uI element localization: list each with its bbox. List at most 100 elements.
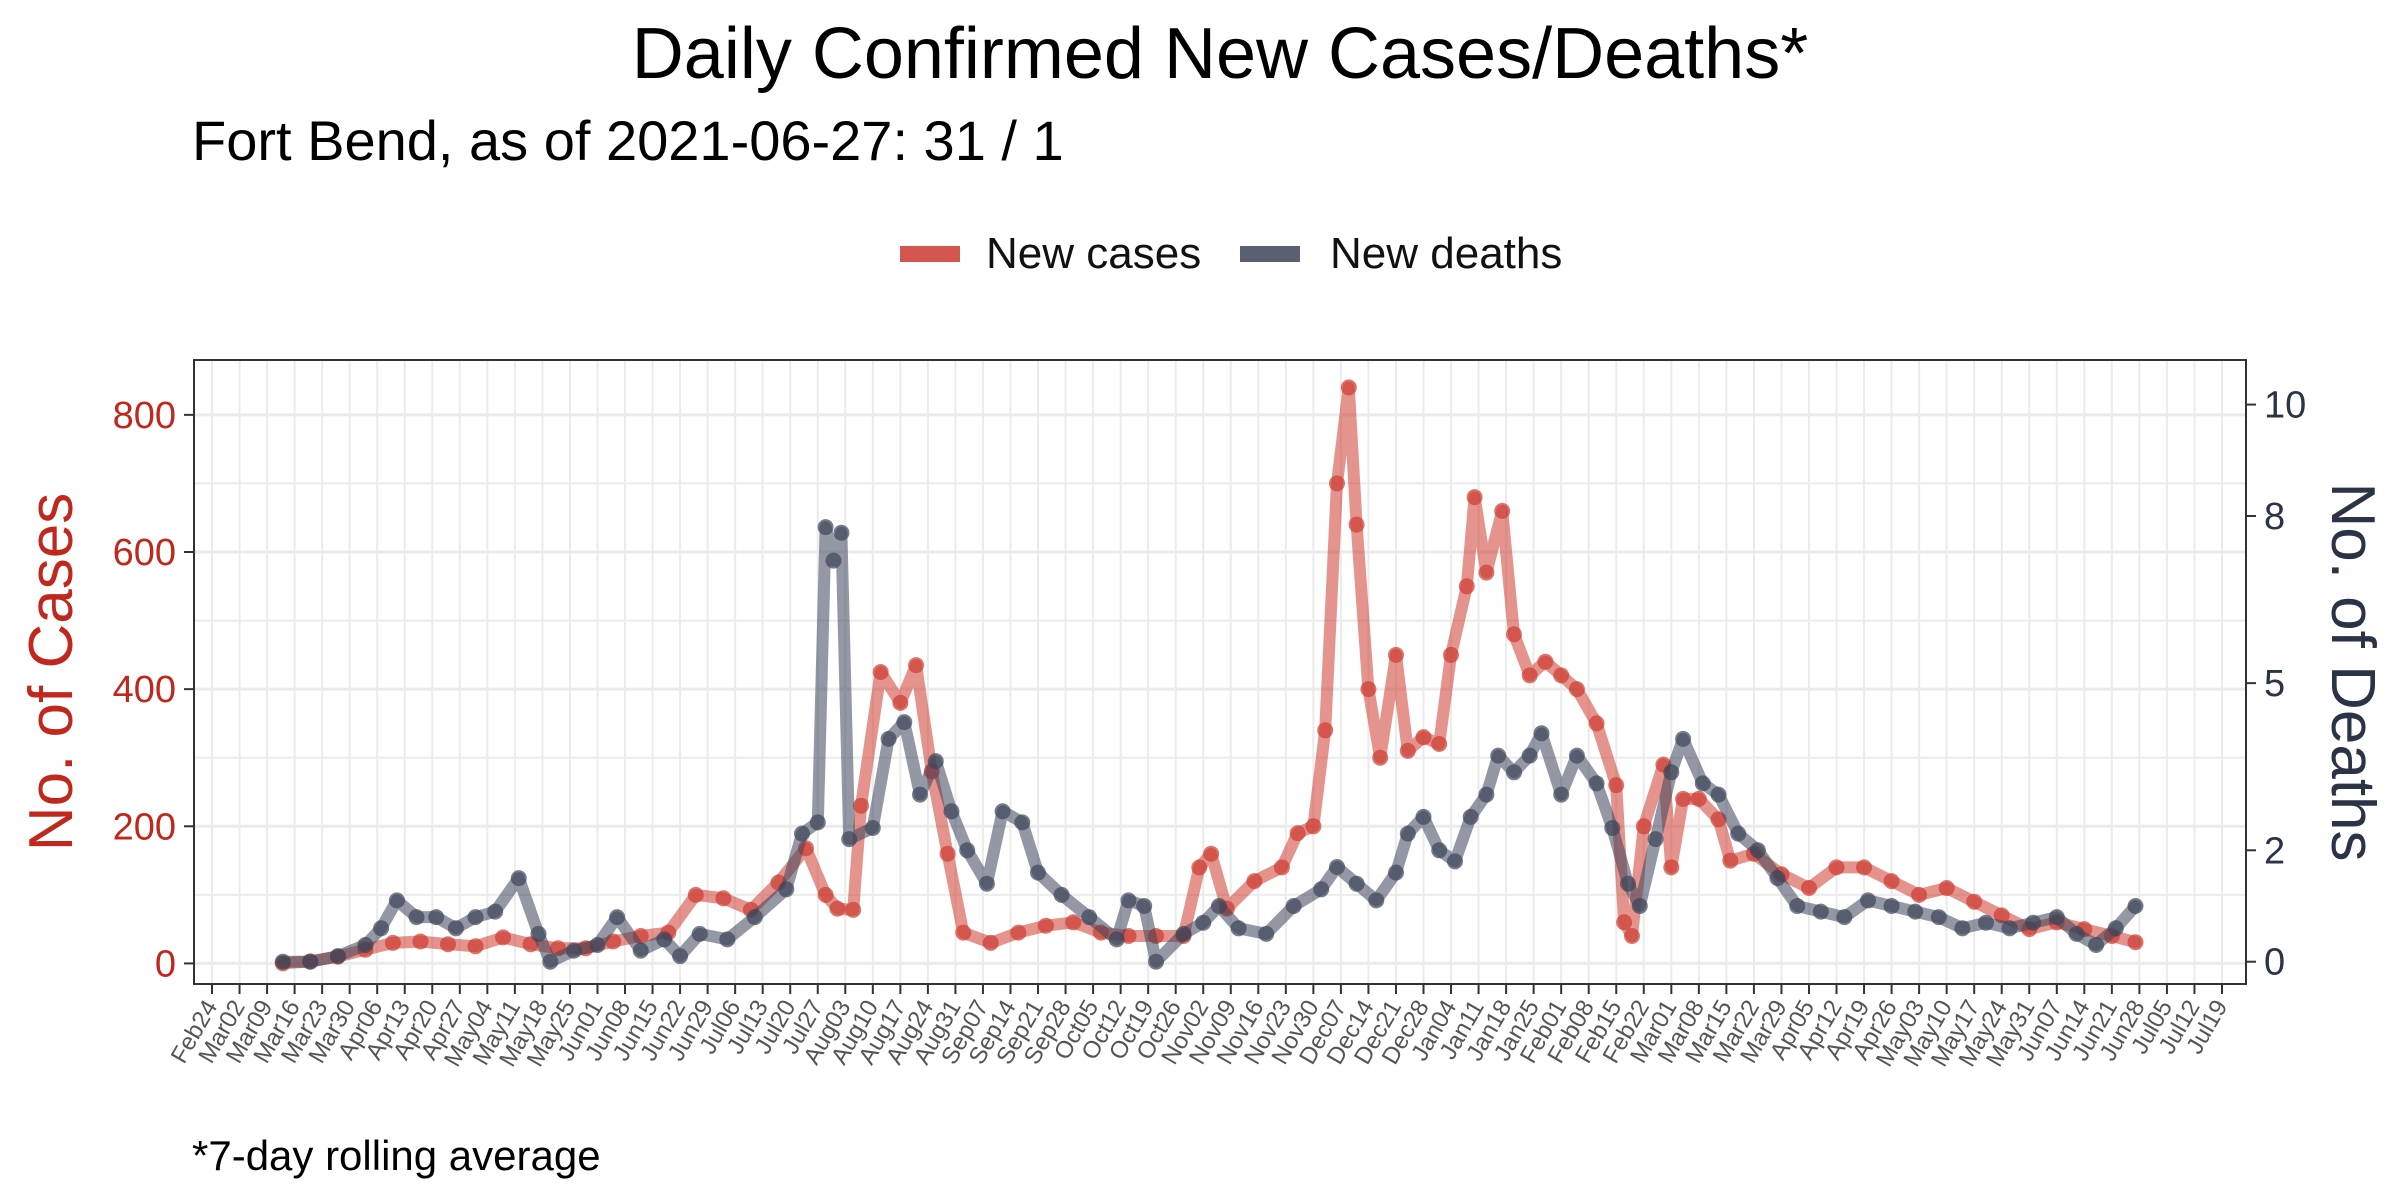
data-point-cases: [817, 886, 834, 903]
data-point-deaths: [1462, 808, 1479, 825]
data-point-deaths: [719, 931, 736, 948]
data-point-deaths: [565, 942, 582, 959]
data-point-cases: [1246, 873, 1263, 890]
data-point-deaths: [864, 820, 881, 836]
data-point-deaths: [1694, 775, 1711, 792]
data-point-cases: [1305, 818, 1322, 835]
data-point-deaths: [1749, 842, 1766, 859]
data-point-deaths: [1506, 764, 1522, 781]
legend: New cases New deaths: [900, 229, 1562, 278]
data-point-cases: [1537, 653, 1554, 670]
data-point-deaths: [1710, 786, 1727, 803]
data-point-cases: [1466, 489, 1483, 506]
data-point-deaths: [1053, 886, 1070, 903]
data-point-cases: [1635, 818, 1652, 835]
data-point-deaths: [1812, 903, 1829, 920]
data-point-deaths: [1663, 764, 1680, 781]
data-point-deaths: [388, 892, 405, 909]
data-point-deaths: [373, 920, 390, 937]
data-point-deaths: [1620, 875, 1636, 892]
y-left-tick-label: 400: [113, 669, 176, 711]
data-point-deaths: [1730, 825, 1747, 842]
y-axis-left-ticks: 0 200 400 600 800: [113, 395, 194, 985]
data-point-deaths: [1978, 914, 1994, 931]
chart-caption: *7-day rolling average: [192, 1132, 601, 1179]
data-point-deaths: [1136, 898, 1153, 914]
data-point-cases: [1372, 749, 1389, 766]
data-point-deaths: [1588, 775, 1605, 792]
data-point-deaths: [1285, 898, 1302, 914]
data-point-cases: [1722, 852, 1739, 869]
chart-subtitle: Fort Bend, as of 2021-06-27: 31 / 1: [192, 109, 1064, 172]
data-point-deaths: [691, 925, 708, 942]
data-point-cases: [1340, 379, 1357, 396]
data-point-cases: [687, 886, 704, 903]
data-point-cases: [1010, 924, 1027, 941]
data-point-cases: [1203, 845, 1220, 862]
y-right-tick-label: 0: [2264, 942, 2285, 984]
y-axis-right-label: No. of Deaths: [2318, 482, 2387, 861]
data-point-deaths: [357, 937, 374, 953]
data-point-deaths: [428, 909, 445, 926]
data-point-deaths: [2001, 920, 2018, 937]
data-point-deaths: [1954, 920, 1971, 937]
data-point-deaths: [912, 786, 928, 803]
data-point-cases: [495, 929, 512, 946]
plot-border: [193, 359, 2247, 985]
data-point-deaths: [1604, 820, 1621, 836]
data-point-deaths: [542, 953, 559, 970]
data-point-cases: [1624, 928, 1640, 944]
data-point-cases: [467, 938, 484, 955]
data-point-deaths: [1108, 931, 1125, 948]
data-point-cases: [955, 924, 972, 941]
data-point-deaths: [833, 524, 850, 541]
data-point-deaths: [1195, 914, 1212, 931]
data-point-deaths: [1148, 953, 1164, 970]
data-point-deaths: [1329, 859, 1345, 875]
data-point-cases: [1360, 681, 1377, 698]
data-point-deaths: [1081, 909, 1098, 926]
data-point-deaths: [2068, 925, 2085, 942]
data-point-deaths: [943, 803, 960, 820]
data-point-cases: [440, 936, 456, 953]
series-line-cases: [276, 381, 2142, 970]
y-axis-left-label: No. of Cases: [17, 493, 86, 851]
data-point-deaths: [1230, 920, 1247, 937]
data-point-deaths: [809, 814, 826, 831]
y-right-tick-label: 10: [2264, 385, 2306, 427]
data-point-cases: [1856, 859, 1873, 876]
data-point-cases: [1883, 873, 1900, 890]
y-right-tick-label: 8: [2264, 496, 2285, 538]
data-point-deaths: [1211, 898, 1227, 914]
data-point-deaths: [1521, 747, 1538, 764]
legend-label-new-deaths: New deaths: [1330, 229, 1562, 278]
data-point-cases: [384, 934, 401, 951]
data-point-cases: [1478, 564, 1495, 581]
data-point-deaths: [329, 948, 346, 965]
data-point-deaths: [1675, 730, 1692, 747]
data-point-deaths: [1258, 925, 1275, 942]
data-point-deaths: [2048, 909, 2065, 926]
data-point-deaths: [1399, 825, 1416, 842]
y-right-tick-label: 2: [2264, 830, 2285, 872]
data-point-deaths: [1907, 903, 1924, 920]
data-point-cases: [1675, 790, 1692, 807]
data-point-deaths: [959, 842, 976, 859]
data-point-deaths: [2127, 898, 2144, 914]
data-point-deaths: [1447, 853, 1463, 870]
series-layer: [274, 379, 2144, 972]
data-point-deaths: [978, 875, 995, 892]
data-point-deaths: [1014, 814, 1031, 831]
y-left-tick-label: 200: [113, 806, 176, 848]
data-point-deaths: [817, 519, 834, 536]
data-point-deaths: [609, 909, 626, 926]
data-point-deaths: [927, 753, 944, 770]
data-point-deaths: [1836, 909, 1853, 926]
data-point-cases: [1801, 880, 1817, 896]
data-point-cases: [982, 934, 999, 951]
data-point-deaths: [1431, 842, 1448, 859]
y-left-tick-label: 600: [113, 532, 176, 574]
data-point-cases: [1690, 790, 1707, 807]
data-point-deaths: [2088, 937, 2105, 953]
